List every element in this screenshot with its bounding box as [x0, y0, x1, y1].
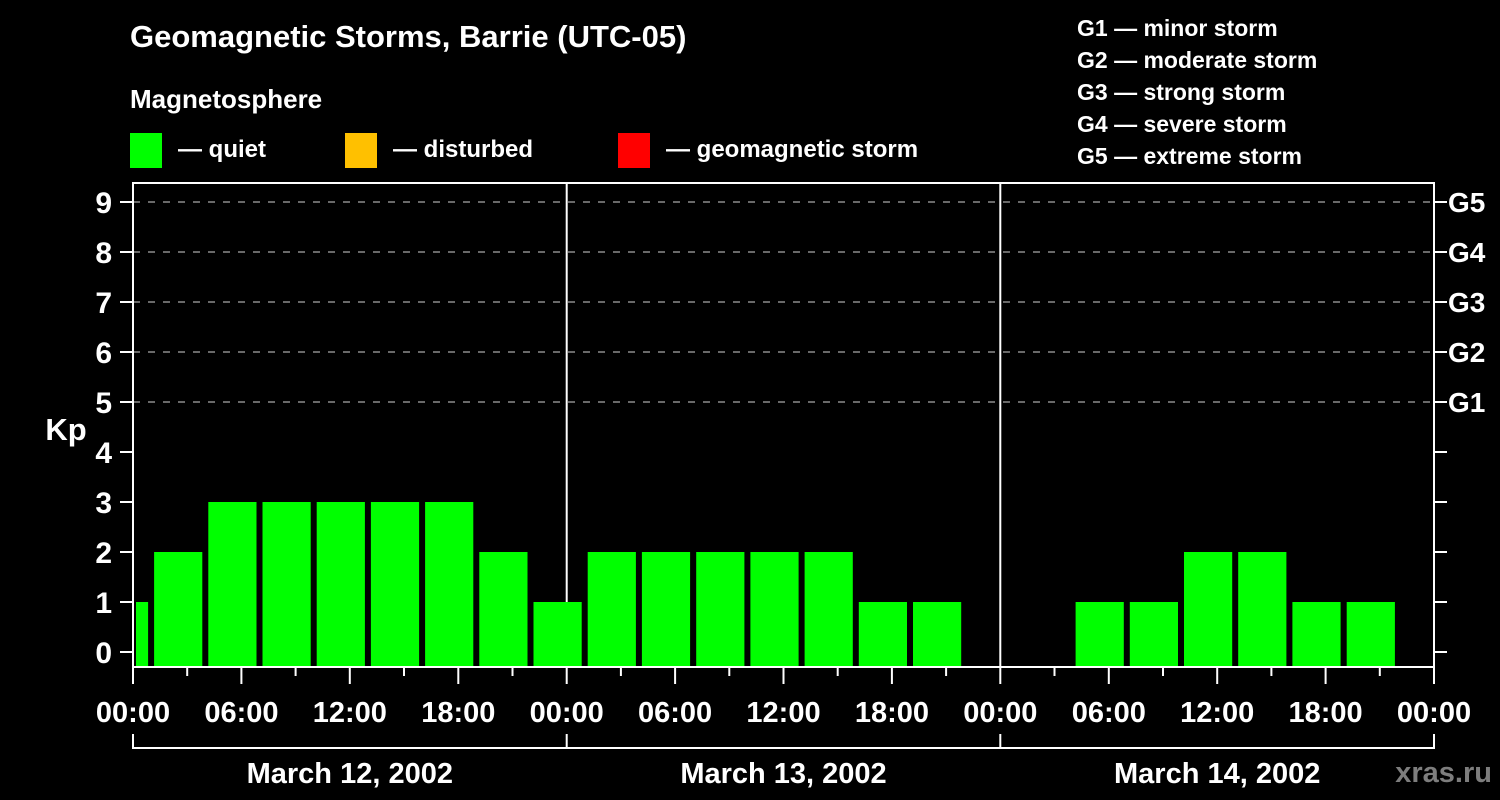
g1-legend-row: G1 — minor storm	[1077, 15, 1278, 41]
kp-bar	[1346, 602, 1395, 667]
watermark: xras.ru	[1395, 757, 1492, 789]
y-tick-label: 5	[95, 387, 112, 420]
time-label: 06:00	[638, 697, 712, 729]
y-tick-label: 7	[95, 287, 112, 320]
date-label: March 14, 2002	[1114, 758, 1320, 790]
kp-bar	[696, 552, 745, 667]
kp-bar	[1292, 602, 1341, 667]
g2-legend-row: G2 — moderate storm	[1077, 47, 1318, 73]
kp-bar	[750, 552, 799, 667]
kp-bar	[316, 502, 365, 667]
time-label: 18:00	[421, 697, 495, 729]
y-tick-label: 2	[95, 537, 112, 570]
g-level-label: G1	[1448, 387, 1485, 418]
legend-item-disturbed: — disturbed	[345, 130, 533, 170]
disturbed-legend-label: — disturbed	[393, 136, 534, 163]
magnetosphere-label: Magnetosphere	[130, 84, 323, 114]
time-label: 06:00	[1072, 697, 1146, 729]
kp-bar	[136, 602, 149, 667]
kp-bar	[479, 552, 528, 667]
kp-bar	[641, 552, 691, 667]
time-label: 18:00	[855, 697, 929, 729]
g-scale-legend: G1 — minor storm G2 — moderate storm G3 …	[1077, 12, 1317, 172]
time-label: 00:00	[963, 697, 1037, 729]
legend-item-storm: — geomagnetic storm	[618, 130, 918, 170]
storm-legend-label: — geomagnetic storm	[666, 136, 919, 163]
time-label: 00:00	[96, 697, 170, 729]
kp-bar	[533, 602, 582, 667]
time-label: 00:00	[1397, 697, 1471, 729]
kp-bar	[1075, 602, 1124, 667]
kp-bar	[1129, 602, 1178, 667]
kp-bar	[1184, 552, 1233, 667]
time-label: 12:00	[746, 697, 820, 729]
legend-item-quiet: — quiet	[130, 130, 266, 170]
time-label: 12:00	[313, 697, 387, 729]
kp-bar	[208, 502, 257, 667]
time-label: 18:00	[1289, 697, 1363, 729]
kp-bar	[804, 552, 853, 667]
kp-bar	[587, 552, 636, 667]
g-level-label: G2	[1448, 337, 1485, 368]
kp-bar	[262, 502, 311, 667]
y-tick-label: 3	[95, 487, 112, 520]
g5-legend-row: G5 — extreme storm	[1077, 143, 1302, 169]
y-tick-label: 6	[95, 337, 112, 370]
date-label: March 13, 2002	[680, 758, 886, 790]
g-level-label: G5	[1448, 187, 1485, 218]
kp-bar	[425, 502, 474, 667]
kp-bar	[154, 552, 203, 667]
quiet-color-swatch	[130, 132, 162, 168]
time-label: 12:00	[1180, 697, 1254, 729]
storm-color-swatch	[618, 132, 650, 168]
time-label: 06:00	[204, 697, 278, 729]
kp-bar	[913, 602, 962, 667]
page-title: Geomagnetic Storms, Barrie (UTC-05)	[130, 19, 687, 54]
y-tick-label: 4	[95, 437, 112, 470]
kp-bar	[370, 502, 420, 667]
g-level-label: G4	[1448, 237, 1486, 268]
quiet-legend-label: — quiet	[178, 136, 266, 163]
y-tick-label: 0	[95, 637, 112, 670]
y-tick-label: 8	[95, 237, 112, 270]
g4-legend-row: G4 — severe storm	[1077, 111, 1287, 137]
g-level-label: G3	[1448, 287, 1485, 318]
date-label: March 12, 2002	[247, 758, 453, 790]
y-tick-label: 9	[95, 187, 112, 220]
y-tick-label: 1	[95, 587, 112, 620]
time-label: 00:00	[530, 697, 604, 729]
kp-bar	[1238, 552, 1287, 667]
kp-bar	[858, 602, 907, 667]
kp-axis-label: Kp	[45, 412, 86, 447]
g3-legend-row: G3 — strong storm	[1077, 79, 1286, 105]
disturbed-color-swatch	[345, 132, 377, 168]
